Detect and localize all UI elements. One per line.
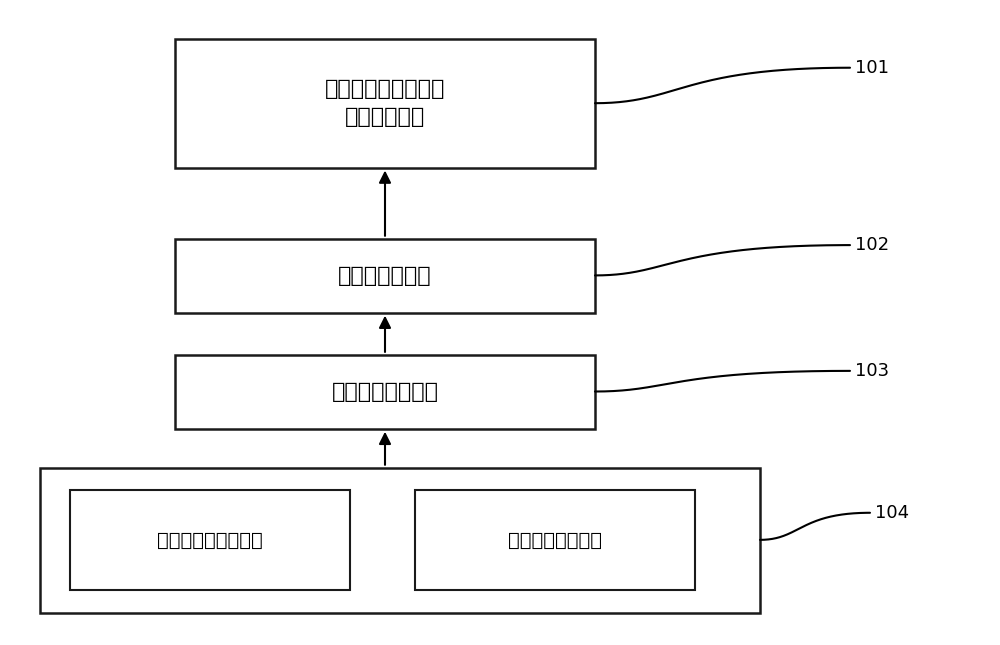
Bar (70, 490, 350, 590)
Text: 102: 102 (855, 236, 889, 254)
Bar (415, 490, 695, 590)
Text: 104: 104 (875, 504, 909, 522)
Text: 103: 103 (855, 362, 889, 380)
Bar (40, 468, 760, 613)
Bar (175, 355, 595, 429)
Bar (175, 39, 595, 168)
Bar (175, 239, 595, 313)
Text: 动态交通路网建模: 动态交通路网建模 (332, 382, 438, 402)
Text: 101: 101 (855, 59, 889, 77)
Text: 公共信号周期及节点
信号周期计算: 公共信号周期及节点 信号周期计算 (325, 79, 445, 127)
Text: 交通路网拓扑数据: 交通路网拓扑数据 (508, 531, 602, 550)
Text: 节点重要性排序: 节点重要性排序 (338, 266, 432, 286)
Text: 实时交通流监测数据: 实时交通流监测数据 (157, 531, 263, 550)
